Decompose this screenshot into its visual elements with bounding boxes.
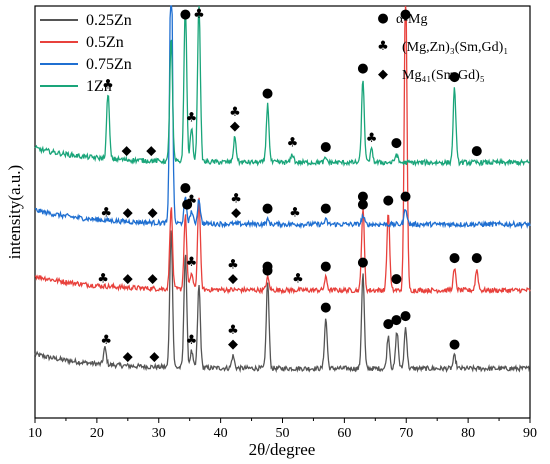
series-line-0.75Zn: [34, 5, 531, 230]
phase-marker: ●: [320, 201, 331, 216]
phase-marker: ●: [320, 259, 331, 274]
phase-marker: ◆: [123, 205, 133, 220]
phase-marker: ♣: [287, 135, 299, 150]
phase-marker: ●: [449, 337, 460, 352]
phase-marker: ◆: [231, 205, 241, 220]
phase-marker: ◆: [230, 119, 240, 134]
phase-marker: ◆: [123, 271, 133, 286]
phase-marker: ●: [180, 181, 191, 196]
x-tick-label: 10: [28, 426, 42, 441]
phase-marker: ◆: [148, 271, 158, 286]
phase-legend-symbol: ◆: [378, 67, 388, 82]
phase-legend-label: Mg₄₁(Sm,Gd)₅: [402, 68, 485, 83]
x-axis-title: 2θ/degree: [249, 440, 316, 459]
phase-marker: ●: [471, 144, 482, 159]
phase-marker: ♣: [100, 333, 112, 348]
phase-marker: ●: [471, 251, 482, 266]
phase-marker: ◆: [146, 144, 156, 159]
phase-marker: ♣: [186, 193, 198, 208]
series-line-0.5Zn: [34, 5, 531, 295]
phase-marker: ●: [357, 255, 368, 270]
phase-marker: ●: [357, 61, 368, 76]
phase-legend-label: α-Mg: [396, 12, 427, 27]
x-tick-label: 80: [461, 426, 475, 441]
phase-marker: ●: [357, 197, 368, 212]
series-legend: 0.25Zn 0.5Zn 0.75Zn 1Zn: [40, 12, 132, 95]
phase-marker: ●: [449, 251, 460, 266]
phase-marker: ●: [400, 308, 411, 323]
phase-marker: ●: [391, 135, 402, 150]
x-tick-label: 20: [90, 426, 104, 441]
x-tick-label: 60: [337, 426, 351, 441]
phase-marker: ♣: [227, 257, 239, 272]
phase-marker: ●: [391, 313, 402, 328]
phase-marker: ●: [357, 189, 368, 204]
phase-legend-label: (Mg,Zn)₃(Sm,Gd)₁: [402, 40, 508, 55]
phase-marker: ◆: [123, 350, 133, 365]
phase-marker: ●: [262, 259, 273, 274]
series-line-1Zn: [34, 5, 531, 167]
x-tick-label: 50: [276, 426, 290, 441]
phase-marker: ●: [383, 317, 394, 332]
marker-layer: ♣◆ ◆♣ ◆♣●●●●●●●♣ ◆ ◆●♣◆♣ ●♣●● ●●●● ●♣ ◆ ◆●♣◆♣● ♣ ● ●…: [97, 7, 482, 365]
phase-marker: ◆: [228, 337, 238, 352]
x-tick-label: 90: [523, 426, 537, 441]
phase-marker: ♣: [193, 7, 205, 22]
legend-label-0.5Zn: 0.5Zn: [86, 34, 124, 51]
phase-marker: ♣: [97, 271, 109, 286]
phase-marker: ♣: [289, 205, 301, 220]
x-axis: 10 20 30 40 50 60 70 80 90: [28, 418, 537, 441]
phase-marker: ♣: [292, 271, 304, 286]
phase-marker: ●: [320, 300, 331, 315]
legend-label-1Zn: 1Zn: [86, 78, 112, 95]
phase-marker: ♣: [230, 191, 242, 206]
legend-label-0.75Zn: 0.75Zn: [86, 56, 132, 73]
phase-marker: ◆: [122, 144, 132, 159]
phase-marker: ●: [400, 189, 411, 204]
phase-marker: ♣: [186, 255, 198, 270]
phase-marker: ♣: [186, 333, 198, 348]
phase-legend: ● α-Mg ♣ (Mg,Zn)₃(Sm,Gd)₁ ◆ Mg₄₁(Sm,Gd)₅: [377, 11, 508, 83]
phase-marker: ♣: [186, 111, 198, 126]
phase-marker: ●: [180, 7, 191, 22]
phase-marker: ♣: [100, 205, 112, 220]
phase-legend-symbol: ●: [377, 11, 388, 26]
phase-marker: ◆: [148, 205, 158, 220]
legend-label-0.25Zn: 0.25Zn: [86, 12, 132, 29]
phase-legend-symbol: ♣: [377, 39, 389, 54]
x-tick-label: 40: [214, 426, 228, 441]
x-tick-label: 70: [399, 426, 413, 441]
phase-marker: ●: [262, 263, 273, 278]
series-line-0.25Zn: [34, 230, 531, 374]
phase-marker: ♣: [227, 323, 239, 338]
phase-marker: ●: [320, 139, 331, 154]
phase-marker: ◆: [149, 350, 159, 365]
phase-marker: ◆: [228, 271, 238, 286]
phase-marker: ●: [383, 193, 394, 208]
y-axis-title: intensity(a.u.): [5, 165, 24, 259]
phase-marker: ♣: [366, 131, 378, 146]
series-layer: [34, 5, 531, 374]
phase-marker: ♣: [102, 78, 114, 93]
phase-marker: ●: [182, 197, 193, 212]
phase-marker: ●: [400, 7, 411, 22]
phase-marker: ●: [449, 69, 460, 84]
x-tick-label: 30: [152, 426, 166, 441]
phase-marker: ●: [262, 201, 273, 216]
phase-marker: ●: [391, 271, 402, 286]
phase-marker: ♣: [229, 105, 241, 120]
phase-marker: ●: [262, 86, 273, 101]
